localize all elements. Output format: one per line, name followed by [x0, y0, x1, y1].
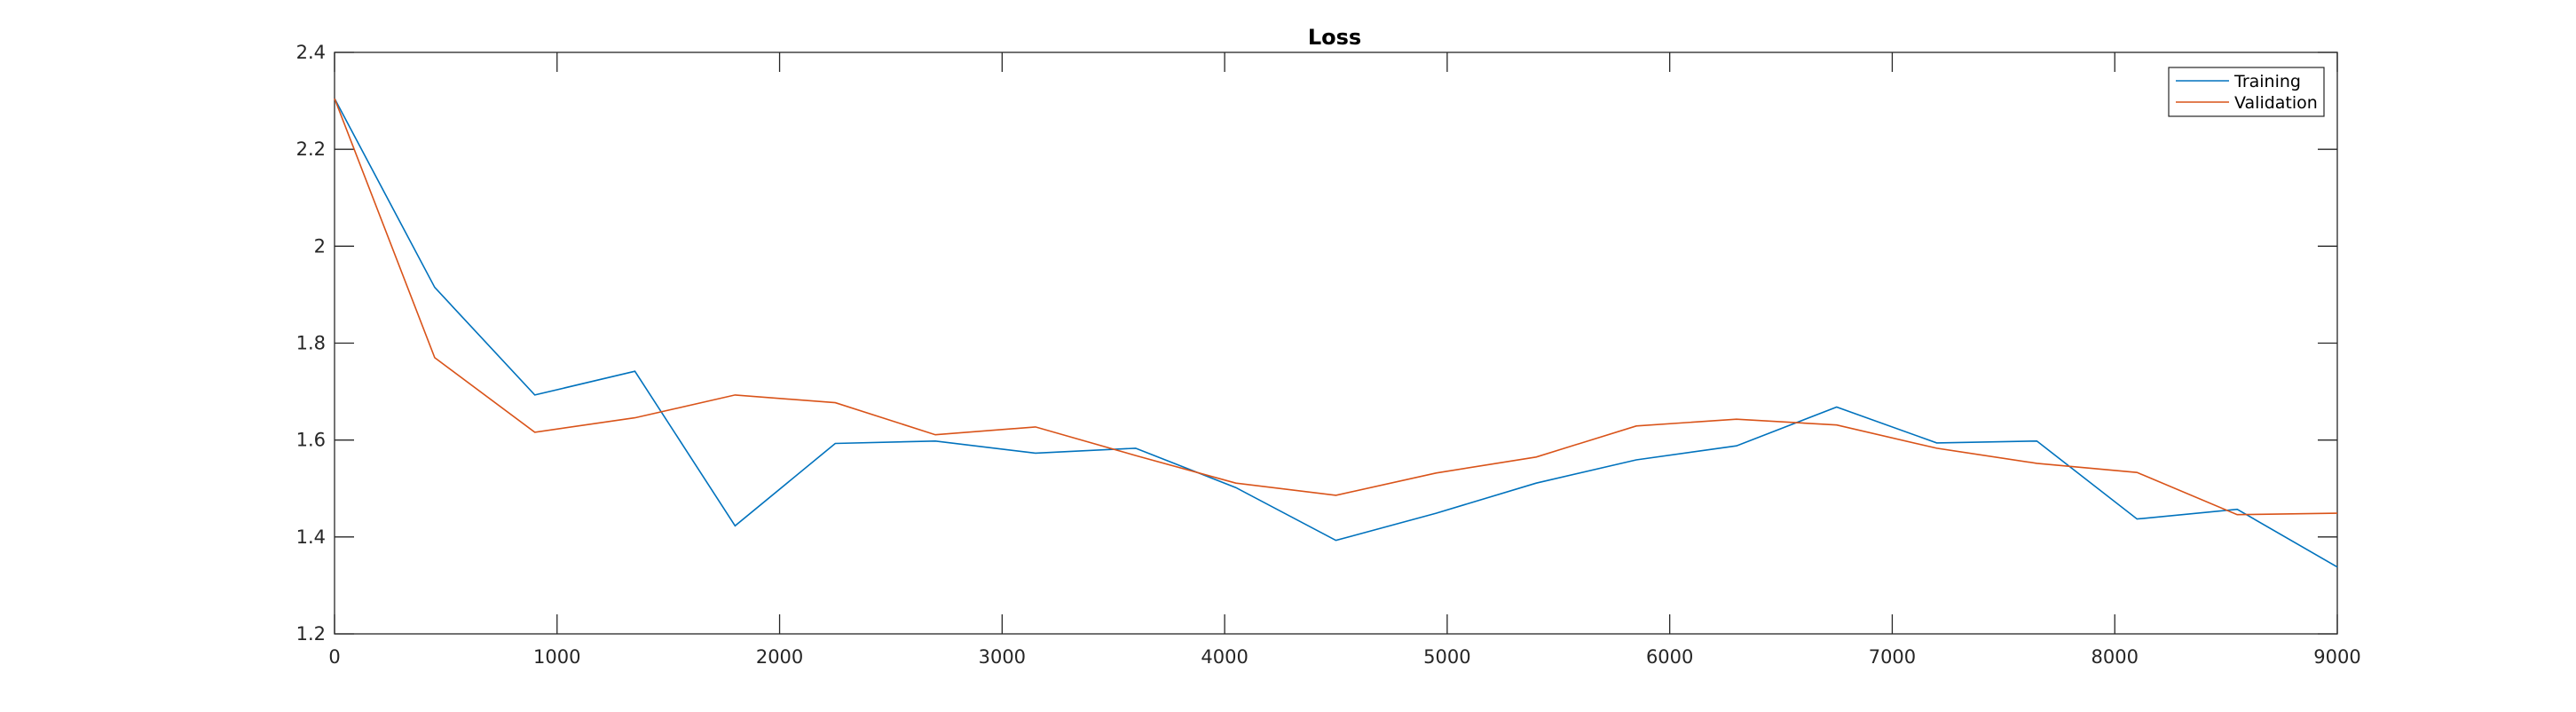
legend: Training Validation	[2168, 67, 2325, 117]
x-tick-label: 5000	[1423, 646, 1470, 668]
y-tick-label: 2.2	[296, 138, 326, 160]
series-line-validation	[334, 98, 2338, 516]
x-tick-label: 8000	[2091, 646, 2138, 668]
x-tick-label: 7000	[1869, 646, 1916, 668]
y-tick-label: 2.4	[296, 42, 326, 63]
y-tick-label: 1.2	[296, 623, 326, 645]
x-tick-label: 1000	[533, 646, 580, 668]
plot-area: 0 1000 2000 3000 4000 5000 6000 7000 8000 9000 1.2…	[296, 42, 2361, 668]
x-tick-label: 4000	[1201, 646, 1248, 668]
legend-label: Validation	[2234, 93, 2318, 113]
x-tick-label: 3000	[979, 646, 1026, 668]
x-tick-label: 6000	[1646, 646, 1693, 668]
y-tick-label: 1.8	[296, 333, 326, 354]
x-tick-label: 0	[328, 646, 340, 668]
y-tick-label: 2	[314, 235, 326, 257]
y-tick-label: 1.6	[296, 430, 326, 451]
legend-box	[2168, 67, 2325, 117]
chart-title: Loss	[1308, 25, 1361, 50]
y-tick-label: 1.4	[296, 526, 326, 548]
x-tick-label: 9000	[2313, 646, 2360, 668]
legend-label: Training	[2233, 72, 2301, 91]
series-line-training	[334, 98, 2338, 568]
x-tick-label: 2000	[756, 646, 803, 668]
